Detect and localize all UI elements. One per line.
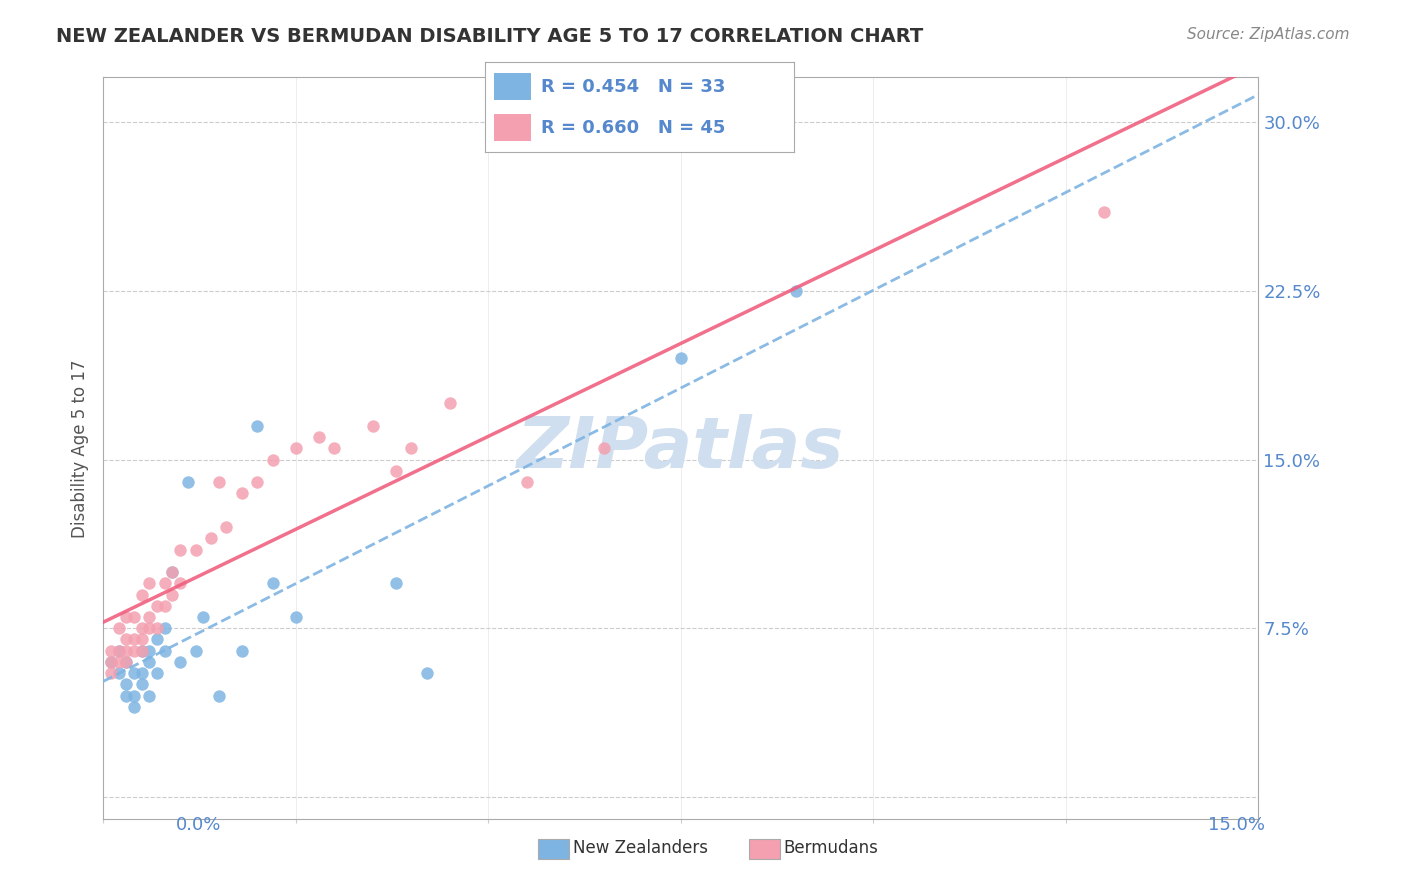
Point [516,475,538,489]
Point [107,643,129,657]
Point [115,689,138,703]
Point [193,610,215,624]
Point [131,632,153,647]
Point [415,666,437,681]
Point [115,655,138,669]
Point [115,655,138,669]
FancyBboxPatch shape [495,73,531,100]
Text: R = 0.660   N = 45: R = 0.660 N = 45 [541,119,725,136]
Point [122,689,145,703]
Point [138,643,160,657]
Point [169,542,191,557]
Point [107,655,129,669]
Point [138,621,160,635]
Point [115,643,138,657]
Point [153,576,176,591]
Point [785,284,807,298]
Point [231,643,253,657]
Point [122,666,145,681]
Point [208,475,231,489]
Point [208,689,231,703]
Point [385,464,408,478]
Point [246,418,269,433]
Point [131,643,153,657]
Point [100,655,122,669]
Point [162,587,184,601]
Point [122,699,145,714]
Point [146,666,169,681]
Point [246,475,269,489]
Point [184,643,207,657]
Point [399,442,422,456]
Point [131,643,153,657]
Point [146,632,169,647]
Point [122,632,145,647]
FancyBboxPatch shape [495,114,531,141]
Text: Source: ZipAtlas.com: Source: ZipAtlas.com [1187,27,1350,42]
Point [592,442,614,456]
Point [669,351,692,366]
Point [131,621,153,635]
Point [153,643,176,657]
Point [262,452,284,467]
Point [323,442,346,456]
Text: 15.0%: 15.0% [1208,816,1265,834]
Text: New Zealanders: New Zealanders [574,839,709,857]
Point [162,565,184,579]
Point [131,666,153,681]
Point [138,610,160,624]
Text: 0.0%: 0.0% [176,816,221,834]
Y-axis label: Disability Age 5 to 17: Disability Age 5 to 17 [72,359,89,538]
Point [107,621,129,635]
Point [169,576,191,591]
Point [115,632,138,647]
Point [361,418,384,433]
Point [146,621,169,635]
Point [1094,205,1116,219]
Text: Bermudans: Bermudans [785,839,879,857]
Point [385,576,408,591]
Point [439,396,461,410]
Point [177,475,200,489]
Point [138,576,160,591]
Point [115,610,138,624]
Point [107,666,129,681]
Point [122,643,145,657]
Point [153,599,176,613]
Point [146,599,169,613]
Text: R = 0.454   N = 33: R = 0.454 N = 33 [541,78,725,95]
Point [184,542,207,557]
Point [100,643,122,657]
Point [215,520,238,534]
Point [284,610,307,624]
Point [122,610,145,624]
Point [131,677,153,691]
Point [162,565,184,579]
Point [169,655,191,669]
Point [231,486,253,500]
Point [100,655,122,669]
Point [138,689,160,703]
Text: NEW ZEALANDER VS BERMUDAN DISABILITY AGE 5 TO 17 CORRELATION CHART: NEW ZEALANDER VS BERMUDAN DISABILITY AGE… [56,27,924,45]
Point [200,531,222,545]
Point [107,643,129,657]
Text: ZIPatlas: ZIPatlas [517,414,845,483]
Point [115,677,138,691]
Point [131,587,153,601]
Point [308,430,330,444]
Point [100,666,122,681]
Point [138,655,160,669]
Point [153,621,176,635]
Point [262,576,284,591]
Point [284,442,307,456]
